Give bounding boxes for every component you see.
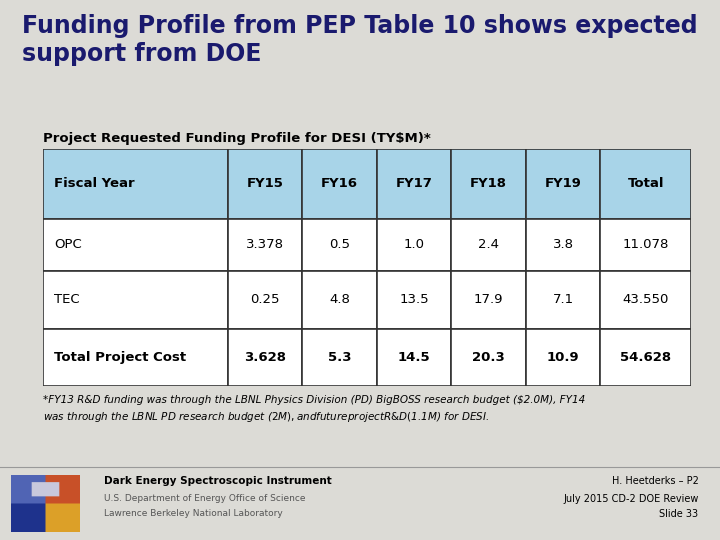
Text: 4.8: 4.8 <box>329 293 350 307</box>
Bar <box>600 148 691 219</box>
Text: 3.8: 3.8 <box>553 238 574 251</box>
Bar <box>377 271 451 329</box>
Text: 17.9: 17.9 <box>474 293 503 307</box>
Text: Fiscal Year: Fiscal Year <box>54 177 135 190</box>
Bar <box>43 271 228 329</box>
Bar <box>526 148 600 219</box>
Bar <box>43 219 228 271</box>
Text: 3.378: 3.378 <box>246 238 284 251</box>
Bar <box>43 329 228 386</box>
Text: Total Project Cost: Total Project Cost <box>54 351 186 364</box>
Bar <box>228 148 302 219</box>
Bar <box>451 271 526 329</box>
Bar <box>451 148 526 219</box>
Bar <box>600 219 691 271</box>
Text: Funding Profile from PEP Table 10 shows expected
support from DOE: Funding Profile from PEP Table 10 shows … <box>22 14 697 66</box>
Text: FY15: FY15 <box>247 177 284 190</box>
Bar <box>377 219 451 271</box>
Text: 0.25: 0.25 <box>251 293 280 307</box>
Text: 14.5: 14.5 <box>398 351 431 364</box>
Bar <box>228 271 302 329</box>
Text: 0.5: 0.5 <box>329 238 350 251</box>
Bar <box>451 219 526 271</box>
Text: *FY13 R&D funding was through the LBNL Physics Division (PD) BigBOSS research bu: *FY13 R&D funding was through the LBNL P… <box>43 395 585 424</box>
Bar <box>451 329 526 386</box>
Bar <box>228 219 302 271</box>
Bar <box>526 219 600 271</box>
Bar <box>600 329 691 386</box>
Text: 5.3: 5.3 <box>328 351 351 364</box>
Bar <box>228 329 302 386</box>
Text: 13.5: 13.5 <box>400 293 429 307</box>
Text: 43.550: 43.550 <box>623 293 669 307</box>
Text: 11.078: 11.078 <box>623 238 669 251</box>
Text: FY18: FY18 <box>470 177 507 190</box>
Text: 7.1: 7.1 <box>553 293 574 307</box>
Text: TEC: TEC <box>54 293 80 307</box>
Text: 54.628: 54.628 <box>620 351 672 364</box>
Bar <box>377 329 451 386</box>
Bar <box>377 148 451 219</box>
Text: Project Requested Funding Profile for DESI (TY$M)*: Project Requested Funding Profile for DE… <box>43 132 431 145</box>
Text: Lawrence Berkeley National Laboratory: Lawrence Berkeley National Laboratory <box>104 509 283 518</box>
Text: FY16: FY16 <box>321 177 358 190</box>
Bar <box>600 271 691 329</box>
Bar <box>302 219 377 271</box>
Text: Slide 33: Slide 33 <box>660 509 698 519</box>
Text: 10.9: 10.9 <box>547 351 580 364</box>
Text: FY19: FY19 <box>545 177 582 190</box>
Text: Dark Energy Spectroscopic Instrument: Dark Energy Spectroscopic Instrument <box>104 476 332 487</box>
Bar <box>302 271 377 329</box>
Text: H. Heetderks – P2: H. Heetderks – P2 <box>611 476 698 487</box>
Bar <box>302 329 377 386</box>
Text: 3.628: 3.628 <box>244 351 286 364</box>
Text: 1.0: 1.0 <box>404 238 425 251</box>
Text: FY17: FY17 <box>396 177 433 190</box>
Text: 20.3: 20.3 <box>472 351 505 364</box>
Text: U.S. Department of Energy Office of Science: U.S. Department of Energy Office of Scie… <box>104 494 306 503</box>
Text: July 2015 CD-2 DOE Review: July 2015 CD-2 DOE Review <box>563 494 698 504</box>
Text: Total: Total <box>628 177 664 190</box>
Bar <box>526 271 600 329</box>
Text: 2.4: 2.4 <box>478 238 499 251</box>
Bar <box>43 148 228 219</box>
Bar <box>302 148 377 219</box>
Bar <box>526 329 600 386</box>
Text: OPC: OPC <box>54 238 82 251</box>
